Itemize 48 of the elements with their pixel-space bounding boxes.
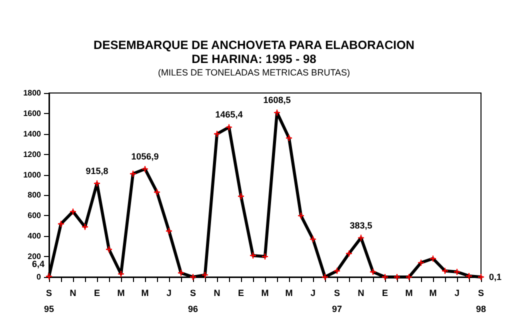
- data-label: 383,5: [350, 220, 372, 230]
- point: [310, 236, 316, 242]
- x-tick-label: M: [261, 288, 269, 298]
- y-tick-label: 1600: [23, 108, 42, 118]
- point: [46, 273, 52, 280]
- data-label: 1608,5: [263, 95, 291, 106]
- point: [226, 124, 232, 130]
- data-label: 915,8: [86, 166, 108, 176]
- point: [358, 234, 364, 241]
- x-tick-label: J: [310, 288, 316, 298]
- x-tick-label: S 95: [44, 288, 54, 314]
- x-tick-label: E: [238, 288, 244, 298]
- y-tick-label: 1000: [23, 170, 42, 180]
- data-label: 6,4: [32, 258, 45, 269]
- data-label: 0,1: [489, 272, 502, 282]
- point: [58, 220, 64, 227]
- y-tick-label: 1400: [23, 129, 42, 138]
- x-tick-label: M: [141, 288, 149, 298]
- y-tick-label: 1200: [23, 150, 42, 159]
- x-tick-label: S 97: [332, 288, 342, 314]
- y-tick-label: 600: [28, 211, 42, 220]
- chart-subtitle: (MILES DE TONELADAS METRICAS BRUTAS): [158, 68, 350, 78]
- point: [130, 170, 136, 177]
- x-tick-label: J: [454, 288, 460, 298]
- x-tick-label: S 98: [476, 288, 486, 314]
- x-tick-label: N: [70, 288, 76, 298]
- x-tick-label: N: [358, 288, 364, 298]
- point: [238, 193, 244, 200]
- data-label: 1465,4: [215, 110, 243, 120]
- x-tick-label: N: [214, 288, 220, 298]
- data-label: 1056,9: [131, 151, 159, 162]
- x-tick-label: S 96: [188, 288, 198, 314]
- x-tick-label: E: [382, 288, 388, 298]
- y-tick-label: 1800: [23, 88, 42, 98]
- x-tick-label: E: [94, 288, 100, 298]
- x-tick-label: M: [117, 288, 125, 298]
- y-tick-label: 200: [28, 252, 42, 262]
- x-tick-label: M: [405, 288, 413, 298]
- x-tick-label: J: [166, 288, 172, 298]
- y-tick-label: 400: [28, 232, 42, 241]
- y-tick-label: 800: [28, 190, 42, 200]
- x-tick-label: M: [429, 288, 437, 298]
- point: [154, 189, 160, 196]
- chart-title: DESEMBARQUE DE ANCHOVETA PARA ELABORACION DE HARINA: 1995 - 98: [94, 38, 414, 66]
- point: [298, 212, 304, 219]
- point: [418, 260, 424, 266]
- y-tick-label: 0: [36, 272, 42, 282]
- x-tick-label: M: [285, 288, 293, 298]
